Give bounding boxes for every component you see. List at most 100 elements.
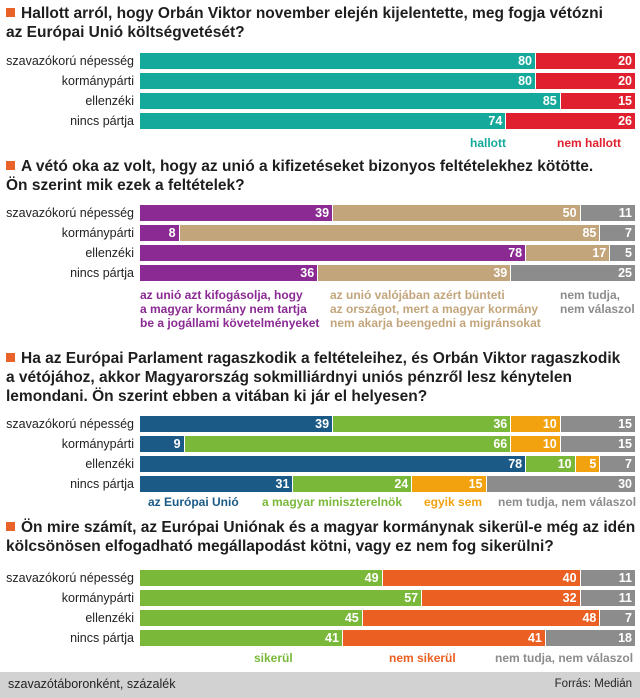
bar-segment: 78 (140, 245, 526, 261)
data-label: 48 (582, 611, 597, 625)
title-square-icon (6, 8, 15, 17)
bar-segment: 57 (140, 590, 422, 606)
stacked-bar: 41 41 18 (140, 630, 635, 646)
bar-segment: 9 (140, 436, 184, 452)
bar-segment: 41 (140, 630, 342, 646)
stacked-bar: 49 40 11 (140, 570, 635, 586)
data-label: 10 (542, 417, 557, 431)
legend-entry: az Európai Unió (148, 495, 239, 509)
bar-segment: 10 (511, 436, 560, 452)
bar-segment: 80 (140, 73, 535, 89)
data-label: 66 (493, 437, 508, 451)
footer-note: szavazótáboronként, százalék (8, 677, 176, 691)
data-label: 80 (518, 54, 532, 68)
bar-segment: 11 (580, 570, 635, 586)
data-label: 15 (618, 417, 632, 431)
legend-entry: a magyar miniszterelnök (262, 495, 403, 509)
data-label: 15 (618, 94, 632, 108)
bar-segment: 15 (560, 416, 635, 432)
legend-entry: nem hallott (557, 136, 622, 150)
bar-segment: 30 (486, 476, 635, 492)
row-label: nincs pártja (70, 114, 134, 128)
title-square-icon (6, 522, 15, 531)
bar-segment: 7 (600, 225, 635, 241)
data-label: 26 (618, 114, 632, 128)
bar-segment: 45 (140, 610, 362, 626)
row-label: kormánypárti (61, 591, 134, 605)
row-label: ellenzéki (85, 457, 134, 471)
data-label: 15 (468, 477, 483, 491)
chart-title: A vétó oka az volt, hogy az unió a kifiz… (6, 158, 594, 194)
data-label: 10 (557, 457, 572, 471)
data-label: 36 (493, 417, 508, 431)
row-label: szavazókorú népesség (6, 54, 134, 68)
legend-entry: sikerül (254, 651, 293, 665)
data-label: 32 (562, 591, 577, 605)
legend-entry: egyik sem (424, 495, 483, 509)
bar-segment: 5 (575, 456, 600, 472)
data-label: 45 (344, 611, 359, 625)
data-label: 40 (562, 571, 577, 585)
row-label: kormánypárti (61, 74, 134, 88)
bar-segment: 32 (422, 590, 580, 606)
stacked-bar: 39 50 11 (140, 205, 635, 221)
stacked-bar: 9 66 10 15 (140, 436, 635, 452)
bar-segment: 7 (600, 610, 635, 626)
bar-segment: 66 (184, 436, 511, 452)
bar-segment: 74 (140, 113, 506, 129)
data-label: 11 (618, 591, 632, 605)
bar-segment: 20 (536, 73, 635, 89)
legend-entry: nem sikerül (389, 651, 456, 665)
data-label: 39 (493, 266, 508, 280)
bar-segment: 85 (179, 225, 600, 241)
row-label: szavazókorú népesség (6, 417, 134, 431)
bar-segment: 15 (560, 93, 635, 109)
stacked-bar: 80 20 (140, 73, 635, 89)
data-label: 7 (625, 457, 632, 471)
chart-title: Hallott arról, hogy Orbán Viktor novembe… (6, 5, 603, 41)
bar-segment: 36 (140, 265, 318, 281)
data-label: 25 (618, 266, 632, 280)
data-label: 85 (582, 226, 597, 240)
bar-segment: 48 (362, 610, 600, 626)
bar-segment: 26 (506, 113, 635, 129)
data-label: 9 (173, 437, 181, 451)
stacked-bar: 80 20 (140, 53, 635, 69)
bar-segment: 20 (536, 53, 635, 69)
data-label: 31 (275, 477, 290, 491)
bar-segment: 41 (342, 630, 545, 646)
row-label: szavazókorú népesség (6, 571, 134, 585)
stacked-bar: 45 48 7 (140, 610, 635, 626)
source-credit: Forrás: Medián (554, 678, 632, 690)
bar-segment: 10 (511, 416, 560, 432)
data-label: 8 (168, 226, 176, 240)
row-label: nincs pártja (70, 631, 134, 645)
footer-bar: szavazótáboronként, százalék Forrás: Med… (0, 672, 640, 698)
chart-title: Ön mire számít, az Európai Uniónak és a … (6, 519, 636, 555)
row-label: nincs pártja (70, 477, 134, 491)
bar-segment: 39 (140, 205, 333, 221)
data-label: 24 (394, 477, 409, 491)
row-label: kormánypárti (61, 437, 134, 451)
bar-segment: 80 (140, 53, 535, 69)
bar-segment: 11 (580, 205, 635, 221)
bar-segment: 8 (140, 225, 179, 241)
stacked-bar: 8 85 7 (140, 225, 635, 241)
data-label: 39 (315, 417, 330, 431)
data-label: 10 (542, 437, 557, 451)
data-label: 20 (618, 74, 632, 88)
bar-segment: 17 (526, 245, 610, 261)
data-label: 49 (364, 571, 379, 585)
data-label: 85 (542, 94, 557, 108)
legend-entry: nem tudja, nem válaszol (498, 495, 637, 509)
bar-segment: 15 (412, 476, 486, 492)
data-label: 5 (625, 246, 632, 260)
bar-segment: 24 (293, 476, 412, 492)
row-label: kormánypárti (61, 226, 134, 240)
row-label: ellenzéki (85, 94, 134, 108)
data-label: 41 (325, 631, 339, 645)
data-label: 41 (527, 631, 542, 645)
bar-segment: 7 (600, 456, 635, 472)
data-label: 7 (625, 226, 632, 240)
stacked-bar: 36 39 25 (140, 265, 635, 281)
